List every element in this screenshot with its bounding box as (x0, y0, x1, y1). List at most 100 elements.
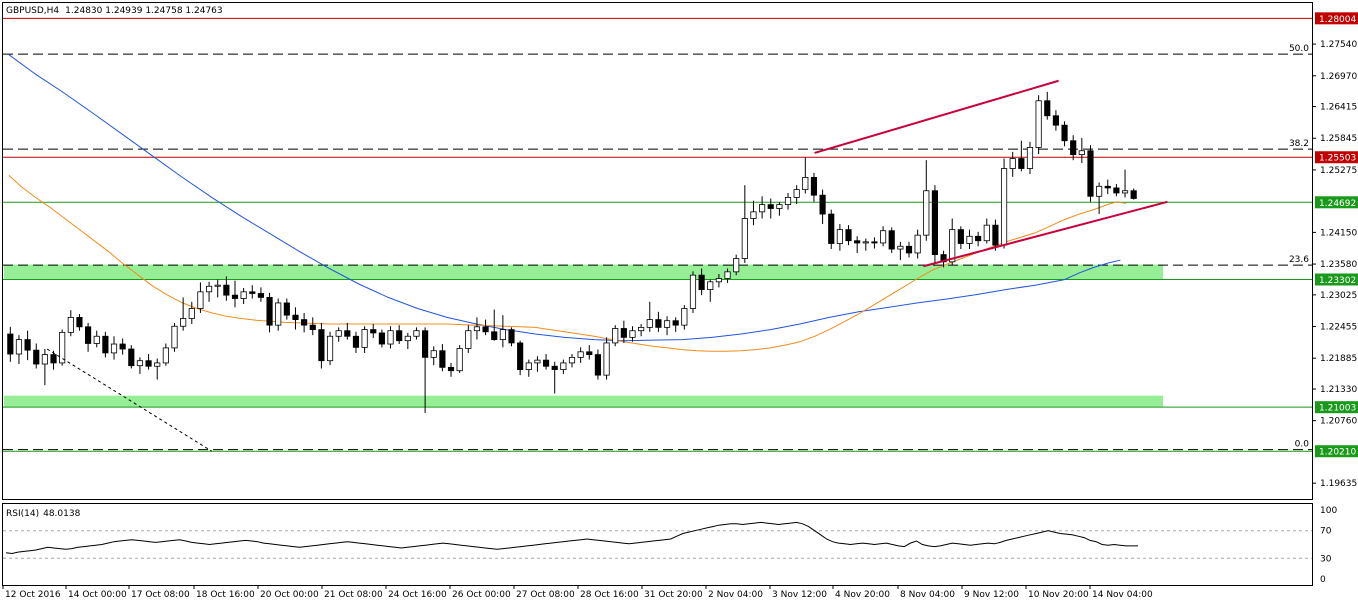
candle-body (663, 320, 671, 328)
candle (214, 279, 221, 298)
rsi-indicator: 100 70 30 0 (3, 506, 1337, 585)
candle (1026, 141, 1034, 175)
x-tick-label: 4 Nov 20:00 (835, 590, 890, 600)
x-tick-label: 14 Oct 00:00 (68, 590, 127, 600)
candle-body (689, 274, 697, 309)
candle (1052, 110, 1059, 131)
candle-body (1009, 158, 1016, 169)
x-tick-label: 17 Oct 08:00 (131, 590, 190, 600)
candle (923, 160, 930, 241)
candle-body (439, 350, 446, 368)
candle-body (344, 330, 351, 337)
candle-body (1121, 190, 1129, 194)
candle (162, 343, 169, 366)
candle (257, 287, 264, 302)
candle (283, 298, 290, 320)
candle (949, 218, 956, 266)
candle (1130, 188, 1137, 200)
candle (430, 346, 437, 366)
candle (862, 238, 869, 251)
candle-body (568, 356, 576, 364)
candle-body (15, 339, 23, 355)
candle (1070, 135, 1077, 161)
candle (361, 326, 368, 353)
candle-body (681, 308, 688, 326)
candle (759, 196, 766, 219)
rsi-tick-label: 0 (1320, 575, 1326, 585)
x-tick-label: 20 Oct 00:00 (260, 590, 319, 600)
candle (1035, 95, 1042, 155)
candle (638, 324, 645, 337)
candle-body (542, 359, 550, 367)
candle-body (966, 235, 973, 244)
candle-body (931, 190, 939, 256)
x-tick-label: 24 Oct 16:00 (388, 590, 447, 600)
price-tag (1315, 401, 1358, 414)
candle (957, 226, 964, 250)
candle (534, 356, 541, 372)
candle (603, 337, 610, 380)
y-tick-label: 1.19635 (1320, 479, 1357, 489)
candle (387, 326, 394, 349)
candle (819, 189, 826, 225)
x-tick-label: 12 Oct 2016 (5, 590, 61, 600)
candle (1113, 184, 1120, 197)
candle-body (136, 360, 144, 367)
candle-body (715, 278, 722, 283)
price-tag-label: 1.20210 (1319, 448, 1356, 458)
candle-body (1070, 140, 1077, 156)
candle-body (638, 326, 645, 332)
candle-body (880, 230, 887, 244)
symbol-label: GBPUSD,H4 (6, 6, 59, 16)
chart-header: GBPUSD,H4 1.24830 1.24939 1.24758 1.24763 (6, 6, 223, 16)
candle-body (491, 331, 498, 340)
candle (612, 325, 619, 347)
candle (871, 237, 878, 249)
rsi-tick-label: 70 (1320, 527, 1332, 537)
candle (931, 185, 939, 263)
candle (102, 331, 109, 358)
candle (473, 317, 481, 340)
candle (50, 350, 57, 370)
candle (845, 225, 852, 246)
candle-body (672, 320, 679, 326)
rsi-value: 48.0138 (43, 509, 80, 519)
rsi-header: RSI(14) 48.0138 (6, 509, 81, 519)
x-tick-label: 14 Nov 04:00 (1092, 590, 1153, 600)
support-zone-1 (4, 395, 1163, 408)
candle (344, 322, 351, 340)
candles (7, 91, 1137, 413)
candle-body (145, 360, 152, 367)
price-tag-label: 1.21003 (1319, 404, 1356, 414)
price-tag-label: 1.24692 (1319, 199, 1356, 209)
candle (689, 271, 697, 313)
candle (1061, 121, 1068, 147)
candle-body (793, 189, 800, 198)
price-tag (1315, 151, 1358, 164)
candle (205, 281, 213, 302)
candle (542, 354, 550, 370)
candle-body (430, 350, 437, 358)
price-tag-label: 1.28004 (1319, 15, 1356, 25)
candle-body (1078, 150, 1085, 156)
candle (897, 241, 904, 261)
candle-body (871, 241, 878, 244)
y-tick-label: 1.25275 (1320, 166, 1357, 176)
candle (629, 326, 636, 342)
candle-body (171, 325, 178, 349)
candle-body (473, 326, 481, 332)
fast-moving-average-line (8, 174, 1127, 352)
x-tick-label: 27 Oct 08:00 (516, 590, 575, 600)
candle-body (1000, 168, 1008, 246)
candle-body (1113, 187, 1120, 194)
candle-body (214, 284, 221, 287)
x-tick-label: 31 Oct 20:00 (644, 590, 703, 600)
candle (352, 331, 360, 353)
candle-body (257, 293, 264, 298)
candle-body (309, 324, 316, 330)
candle (784, 192, 792, 210)
candle (828, 209, 835, 250)
candle-body (525, 362, 532, 370)
